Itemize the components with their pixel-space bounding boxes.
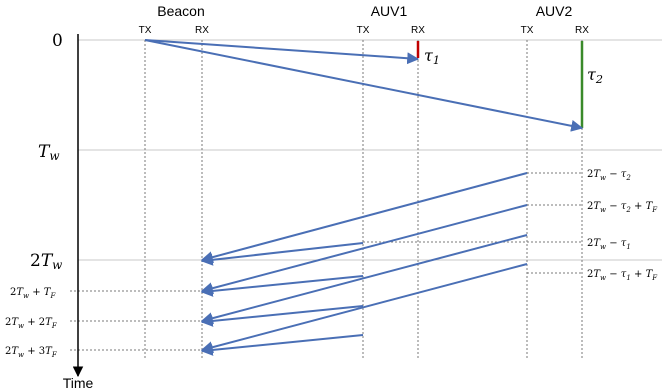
left-label-tf: 2Tw​ + TF​ — [10, 287, 56, 300]
arrow-auv1-reply-2 — [200, 275, 364, 297]
right-label-2: 2Tw​ − τ2​ + TF​ — [587, 201, 658, 214]
label-beacon-tx: TX — [139, 25, 152, 36]
arrow-auv2-reply-4 — [200, 263, 528, 354]
label-auv2-tx: TX — [521, 25, 534, 36]
right-label-3: 2Tw​ − τ1​ — [587, 238, 631, 251]
right-label-4: 2Tw​ − τ1​ + TF​ — [587, 269, 658, 282]
tau1-label: τ1​ — [424, 46, 440, 67]
arrow-auv1-reply-4 — [200, 334, 364, 356]
arrow-auv1-reply-3 — [200, 305, 364, 327]
label-auv1-rx: RX — [411, 25, 425, 36]
right-label-1: 2Tw​ − τ2​ — [587, 169, 631, 182]
header-beacon: Beacon — [157, 3, 204, 19]
arrow-beacon-to-auv2 — [144, 39, 584, 132]
label-auv1-tx: TX — [357, 25, 370, 36]
header-auv1: AUV1 — [371, 3, 408, 19]
tick-tw: Tw​ — [38, 142, 60, 163]
time-axis-label: Time — [63, 375, 94, 390]
tick-zero: 0 — [52, 31, 63, 51]
left-label-2tf: 2Tw​ + 2TF​ — [5, 317, 58, 330]
label-beacon-rx: RX — [195, 25, 209, 36]
label-auv2-rx: RX — [575, 25, 589, 36]
arrow-beacon-to-auv1 — [144, 39, 420, 65]
header-auv2: AUV2 — [536, 3, 573, 19]
arrow-auv2-reply-1 — [200, 172, 528, 264]
tau2-label: τ2​ — [587, 65, 603, 86]
arrow-auv2-reply-3 — [200, 234, 528, 325]
arrow-auv2-reply-2 — [200, 204, 528, 295]
left-label-3tf: 2Tw​ + 3TF​ — [5, 346, 58, 359]
arrow-auv1-reply-1 — [200, 242, 364, 266]
tick-2tw: 2Tw​ — [30, 251, 62, 272]
